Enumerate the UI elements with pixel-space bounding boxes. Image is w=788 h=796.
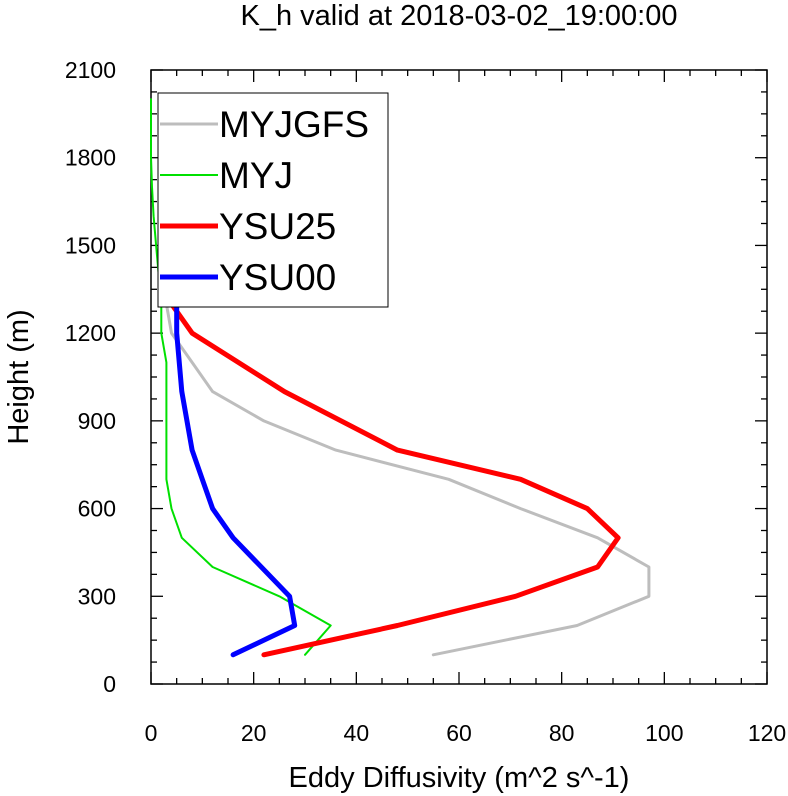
y-tick-label: 0 — [103, 671, 116, 697]
legend-label-ysu25: YSU25 — [219, 206, 336, 247]
x-tick-label: 120 — [748, 720, 786, 746]
legend-label-myj: MYJ — [219, 155, 293, 196]
y-tick-label: 1800 — [65, 145, 116, 171]
y-tick-label: 900 — [78, 408, 116, 434]
tick-marks — [150, 69, 768, 685]
x-tick-label: 40 — [344, 720, 370, 746]
x-tick-label: 100 — [645, 720, 683, 746]
y-tick-label: 600 — [78, 496, 116, 522]
chart-title: K_h valid at 2018-03-02_19:00:00 — [241, 0, 678, 32]
x-tick-label: 20 — [241, 720, 267, 746]
y-axis-title: Height (m) — [3, 309, 35, 444]
x-tick-label: 60 — [446, 720, 472, 746]
y-tick-label: 1500 — [65, 232, 116, 258]
y-tick-label: 1200 — [65, 320, 116, 346]
legend-box — [157, 92, 389, 308]
x-axis-title: Eddy Diffusivity (m^2 s^-1) — [289, 762, 630, 794]
series-line-myj — [150, 98, 332, 656]
x-tick-label: 80 — [549, 720, 575, 746]
y-tick-label: 300 — [78, 583, 116, 609]
legend: MYJGFS MYJ YSU25 YSU00 — [157, 92, 389, 308]
y-tick-labels: 0 300 600 900 1200 1500 1800 2100 — [65, 57, 116, 697]
x-tick-labels: 0 20 40 60 80 100 120 — [145, 720, 787, 746]
x-tick-label: 0 — [145, 720, 158, 746]
legend-label-myjgfs: MYJGFS — [219, 104, 369, 145]
y-tick-label: 2100 — [65, 57, 116, 83]
legend-label-ysu00: YSU00 — [219, 257, 336, 298]
